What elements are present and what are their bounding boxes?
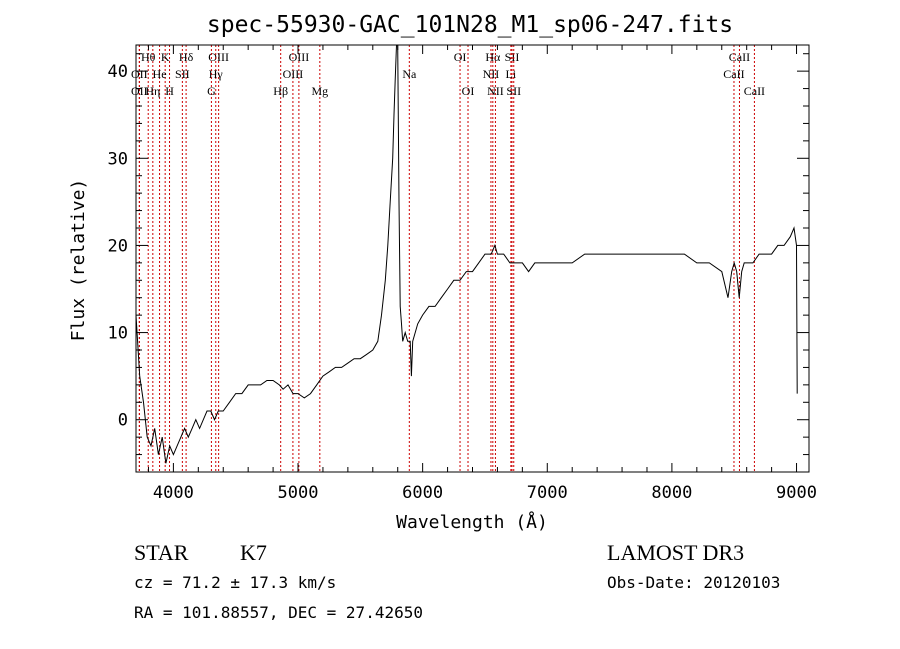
x-tick-label: 8000 <box>651 483 692 503</box>
y-tick-label: 20 <box>108 236 128 256</box>
y-axis-label: Flux (relative) <box>68 179 89 342</box>
chart-title: spec-55930-GAC_101N28_M1_sp06-247.fits <box>207 12 733 38</box>
line-marker-label: Hβ <box>273 84 288 98</box>
line-marker-label: Mg <box>311 84 328 98</box>
x-tick-label: 9000 <box>776 483 817 503</box>
object-class: STAR <box>134 540 189 565</box>
x-tick-label: 7000 <box>527 483 568 503</box>
redshift-velocity: cz = 71.2 ± 17.3 km/s <box>134 573 337 592</box>
observation-date: Obs-Date: 20120103 <box>607 573 781 592</box>
line-marker-label: Hη <box>145 84 160 98</box>
line-marker-label: NII <box>487 84 504 98</box>
coordinates: RA = 101.88557, DEC = 27.42650 <box>134 603 423 622</box>
y-tick-label: 30 <box>108 149 128 169</box>
line-marker-label: OIII <box>283 67 304 81</box>
line-marker-label: K <box>161 50 170 64</box>
x-axis-label: Wavelength (Å) <box>396 511 548 533</box>
line-marker-label: Hα <box>485 50 501 64</box>
line-marker-label: SII <box>506 84 521 98</box>
line-marker-label: Hθ <box>141 50 156 64</box>
line-marker-label: H <box>165 84 174 98</box>
line-marker-label: CaII <box>744 84 765 98</box>
x-tick-label: 6000 <box>402 483 443 503</box>
line-marker-label: OI <box>462 84 475 98</box>
line-marker-label: OIII <box>289 50 310 64</box>
plot-frame <box>135 44 810 473</box>
y-axis-ticks: 0 10 20 30 40 <box>108 53 809 456</box>
line-marker-label: G <box>207 84 216 98</box>
y-tick-label: 10 <box>108 324 128 344</box>
x-tick-label: 5000 <box>278 483 319 503</box>
line-marker-label: OI <box>454 50 467 64</box>
x-tick-label: 4000 <box>153 483 194 503</box>
flux-series-line <box>135 44 798 464</box>
line-marker-label: SII <box>175 67 190 81</box>
y-tick-label: 40 <box>108 62 128 82</box>
line-marker-label: CaII <box>723 67 744 81</box>
y-tick-label: 0 <box>118 411 128 431</box>
line-marker-label: SII <box>505 50 520 64</box>
line-marker-label: NII <box>483 67 500 81</box>
line-marker-label: Hγ <box>209 67 224 81</box>
survey-name: LAMOST DR3 <box>607 540 745 565</box>
line-marker-label: Na <box>402 67 417 81</box>
line-marker-label: OIII <box>208 50 229 64</box>
line-marker-label: Hδ <box>179 50 194 64</box>
line-marker-label: He <box>153 67 167 81</box>
object-subclass: K7 <box>240 540 267 565</box>
line-marker-label: OII <box>131 84 148 98</box>
line-marker-label: CaII <box>729 50 750 64</box>
x-axis-ticks: 4000 5000 6000 7000 8000 9000 <box>147 45 817 503</box>
line-marker-label: Li <box>506 67 517 81</box>
